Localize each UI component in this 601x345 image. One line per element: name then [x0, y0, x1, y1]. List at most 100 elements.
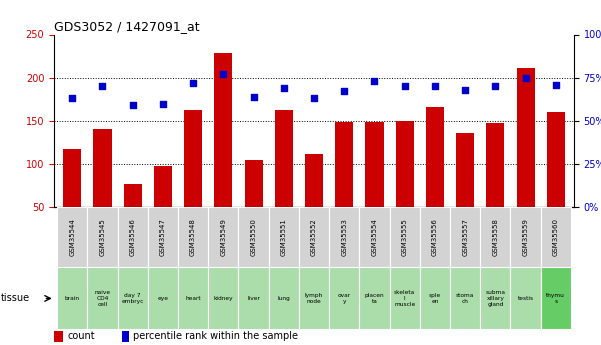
Bar — [426, 107, 444, 207]
Text: GDS3052 / 1427091_at: GDS3052 / 1427091_at — [54, 20, 200, 33]
Text: skeleta
l
muscle: skeleta l muscle — [394, 290, 415, 307]
Point — [97, 83, 107, 89]
Bar — [420, 267, 450, 329]
Bar — [541, 267, 571, 329]
Bar — [121, 331, 129, 342]
Text: day 7
embryc: day 7 embryc — [121, 293, 144, 304]
Bar — [57, 267, 87, 329]
Text: GSM35548: GSM35548 — [190, 218, 196, 256]
Point — [460, 87, 470, 92]
Text: count: count — [67, 332, 95, 341]
Text: heart: heart — [185, 296, 201, 301]
Text: GSM35549: GSM35549 — [221, 218, 227, 256]
Text: lymph
node: lymph node — [305, 293, 323, 304]
Text: GSM35546: GSM35546 — [130, 218, 136, 256]
Text: GSM35550: GSM35550 — [251, 218, 257, 256]
Text: GSM35556: GSM35556 — [432, 218, 438, 256]
Bar — [63, 149, 81, 207]
Point — [249, 94, 258, 99]
Bar — [239, 267, 269, 329]
Bar — [335, 122, 353, 207]
Text: GSM35558: GSM35558 — [492, 218, 498, 256]
Bar — [275, 110, 293, 207]
Bar — [87, 207, 118, 267]
Bar — [87, 267, 118, 329]
Text: liver: liver — [247, 296, 260, 301]
Bar — [547, 112, 565, 207]
Bar — [124, 184, 142, 207]
Point — [128, 102, 138, 108]
Point — [340, 89, 349, 94]
Text: GSM35559: GSM35559 — [523, 218, 529, 256]
Bar — [118, 267, 148, 329]
Bar — [118, 207, 148, 267]
Bar — [359, 207, 389, 267]
Bar — [480, 267, 510, 329]
Text: tissue: tissue — [1, 294, 30, 303]
Point — [430, 83, 440, 89]
Point — [400, 83, 409, 89]
Bar — [178, 267, 208, 329]
Point — [309, 96, 319, 101]
Bar — [450, 207, 480, 267]
Point — [370, 78, 379, 84]
Point — [158, 101, 168, 106]
Point — [521, 75, 531, 80]
Bar — [54, 331, 64, 342]
Text: sple
en: sple en — [429, 293, 441, 304]
Text: placen
ta: placen ta — [365, 293, 384, 304]
Bar — [516, 68, 535, 207]
Bar — [93, 128, 112, 207]
Bar — [510, 207, 541, 267]
Bar — [178, 207, 208, 267]
Bar — [148, 207, 178, 267]
Bar — [154, 167, 172, 207]
Bar — [486, 123, 504, 207]
Point — [490, 83, 500, 89]
Text: stoma
ch: stoma ch — [456, 293, 474, 304]
Text: lung: lung — [278, 296, 290, 301]
Text: GSM35554: GSM35554 — [371, 218, 377, 256]
Bar — [215, 53, 233, 207]
Point — [551, 82, 561, 87]
Text: percentile rank within the sample: percentile rank within the sample — [133, 332, 298, 341]
Bar — [329, 207, 359, 267]
Bar — [299, 267, 329, 329]
Bar — [456, 133, 474, 207]
Bar — [208, 207, 239, 267]
Bar — [57, 207, 87, 267]
Bar — [269, 207, 299, 267]
Point — [67, 96, 77, 101]
Bar — [365, 122, 383, 207]
Text: ovar
y: ovar y — [338, 293, 351, 304]
Point — [219, 71, 228, 77]
Text: eye: eye — [157, 296, 168, 301]
Bar — [305, 155, 323, 207]
Bar — [269, 267, 299, 329]
Text: testis: testis — [517, 296, 534, 301]
Bar — [299, 207, 329, 267]
Text: GSM35555: GSM35555 — [401, 218, 407, 256]
Point — [188, 80, 198, 86]
Bar — [450, 267, 480, 329]
Bar — [148, 267, 178, 329]
Bar — [510, 267, 541, 329]
Bar — [541, 207, 571, 267]
Bar — [239, 207, 269, 267]
Text: GSM35544: GSM35544 — [69, 218, 75, 256]
Bar — [184, 110, 202, 207]
Bar — [395, 121, 413, 207]
Text: thymu
s: thymu s — [546, 293, 566, 304]
Text: GSM35560: GSM35560 — [553, 218, 559, 256]
Bar — [389, 267, 420, 329]
Text: brain: brain — [65, 296, 80, 301]
Text: kidney: kidney — [213, 296, 233, 301]
Text: subma
xillary
gland: subma xillary gland — [486, 290, 505, 307]
Bar — [480, 207, 510, 267]
Point — [279, 85, 288, 91]
Bar — [245, 160, 263, 207]
Text: GSM35545: GSM35545 — [99, 218, 105, 256]
Text: GSM35557: GSM35557 — [462, 218, 468, 256]
Text: GSM35551: GSM35551 — [281, 218, 287, 256]
Bar — [359, 267, 389, 329]
